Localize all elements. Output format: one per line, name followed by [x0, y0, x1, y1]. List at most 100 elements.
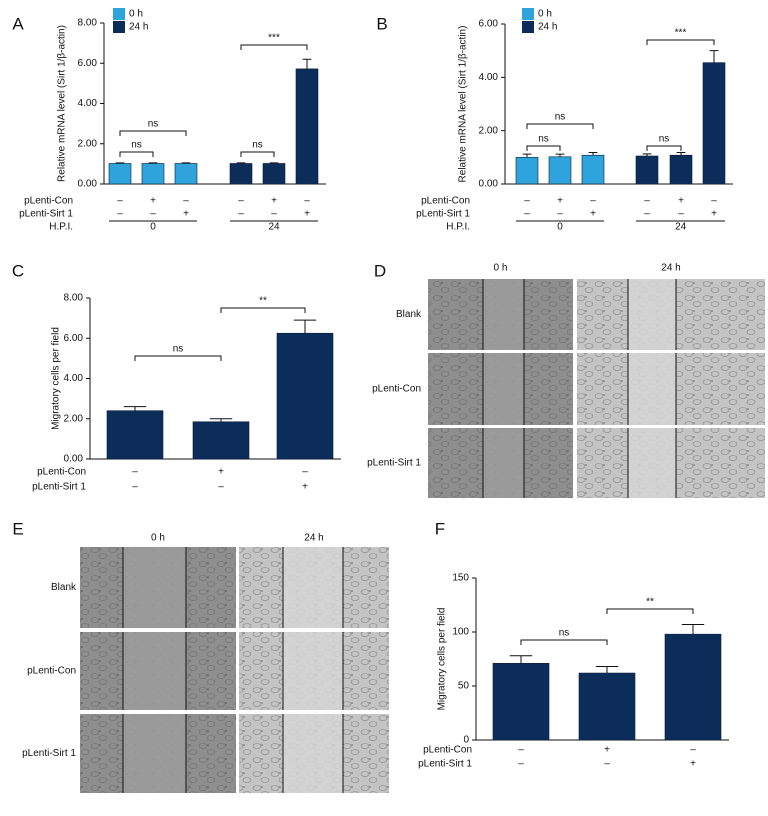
- significance-label: **: [259, 296, 267, 307]
- y-axis-label: Migratory cells per field: [51, 327, 62, 430]
- row-cell: –: [304, 196, 310, 207]
- row-label: pLenti-Sirt 1: [416, 209, 470, 220]
- bar: [702, 62, 726, 185]
- row-cell: –: [678, 209, 684, 220]
- legend-swatch: [113, 8, 125, 20]
- error-bar: [115, 162, 125, 164]
- significance-bracket: [134, 355, 222, 361]
- row-cell: +: [557, 196, 563, 207]
- row-cell: –: [644, 196, 650, 207]
- panel-label: F: [435, 519, 445, 538]
- bar: [515, 157, 539, 185]
- scratch-area: [283, 547, 343, 628]
- row-cell: 24: [675, 222, 687, 233]
- bar: [229, 163, 253, 185]
- scratch-area: [483, 279, 524, 350]
- row-cell: +: [711, 209, 717, 220]
- y-tick-label: 4.00: [64, 373, 84, 384]
- significance-bracket: [119, 130, 187, 136]
- bar: [492, 663, 550, 741]
- row-cell: 24: [268, 222, 280, 233]
- significance-label: ns: [555, 112, 566, 123]
- row-cell: –: [590, 196, 596, 207]
- panel-label: C: [12, 261, 24, 280]
- error-bar: [642, 153, 652, 156]
- scratch-area: [123, 632, 186, 710]
- y-axis-label: Relative mRNA level (Sirt 1/β-actin): [57, 25, 68, 182]
- row-cell: –: [302, 467, 308, 478]
- panel-label: A: [12, 14, 24, 33]
- significance-bracket: [220, 307, 306, 313]
- significance-label: ***: [268, 33, 280, 44]
- row-cell: +: [690, 759, 696, 770]
- column-label: 24 h: [661, 263, 680, 274]
- y-tick-label: 2.00: [64, 413, 84, 424]
- scratch-area: [483, 428, 524, 498]
- row-cell: 0: [150, 222, 156, 233]
- significance-label: ns: [131, 140, 142, 151]
- error-bar: [709, 50, 719, 63]
- row-cell: –: [518, 745, 524, 756]
- y-tick-label: 0.00: [479, 179, 499, 190]
- row-label: Blank: [396, 309, 422, 320]
- error-bar: [236, 162, 246, 164]
- scratch-area: [123, 547, 186, 628]
- error-bar: [588, 152, 598, 156]
- row-cell: +: [271, 196, 277, 207]
- bar: [192, 421, 250, 460]
- row-label: pLenti-Sirt 1: [367, 458, 421, 469]
- bar: [635, 155, 659, 185]
- scratch-area: [283, 632, 343, 710]
- row-cell: –: [557, 209, 563, 220]
- y-axis-label: Migratory cells per field: [437, 608, 448, 711]
- row-cell: –: [150, 209, 156, 220]
- row-cell: +: [302, 482, 308, 493]
- error-bar: [181, 162, 191, 164]
- y-tick-label: 0.00: [78, 179, 98, 190]
- row-cell: +: [218, 467, 224, 478]
- y-tick-label: 2.00: [479, 125, 499, 136]
- bar: [141, 163, 165, 185]
- row-label: pLenti-Sirt 1: [19, 209, 73, 220]
- significance-bracket: [526, 145, 561, 151]
- significance-label: ns: [252, 140, 263, 151]
- scratch-area: [483, 353, 524, 425]
- bar: [262, 163, 286, 185]
- bar: [276, 332, 334, 460]
- significance-bracket: [646, 39, 715, 45]
- row-cell: –: [518, 759, 524, 770]
- error-bar: [681, 623, 705, 635]
- error-bar: [123, 406, 147, 411]
- y-tick-label: 50: [458, 681, 470, 692]
- row-cell: +: [590, 209, 596, 220]
- bar: [581, 154, 605, 185]
- row-cell: –: [604, 759, 610, 770]
- significance-label: ***: [675, 28, 687, 39]
- significance-bracket: [240, 44, 308, 50]
- row-cell: –: [117, 196, 123, 207]
- legend-swatch: [522, 21, 534, 33]
- panel-label: D: [374, 261, 386, 280]
- error-bar: [676, 152, 686, 156]
- row-cell: –: [183, 196, 189, 207]
- row-cell: –: [644, 209, 650, 220]
- y-tick-label: 6.00: [479, 19, 499, 30]
- significance-bracket: [119, 151, 154, 157]
- significance-bracket: [240, 151, 275, 157]
- column-label: 0 h: [494, 263, 508, 274]
- scratch-area: [628, 279, 676, 350]
- scratch-area: [283, 714, 343, 793]
- bar: [669, 154, 693, 185]
- significance-bracket: [606, 608, 694, 614]
- significance-bracket: [520, 639, 608, 645]
- bar: [548, 156, 572, 185]
- row-label: pLenti-Con: [423, 745, 472, 756]
- y-tick-label: 100: [452, 627, 469, 638]
- significance-label: **: [646, 597, 654, 608]
- y-tick-label: 6.00: [64, 333, 84, 344]
- error-bar: [293, 319, 317, 334]
- row-cell: –: [524, 209, 530, 220]
- significance-bracket: [646, 145, 682, 151]
- row-cell: –: [132, 482, 138, 493]
